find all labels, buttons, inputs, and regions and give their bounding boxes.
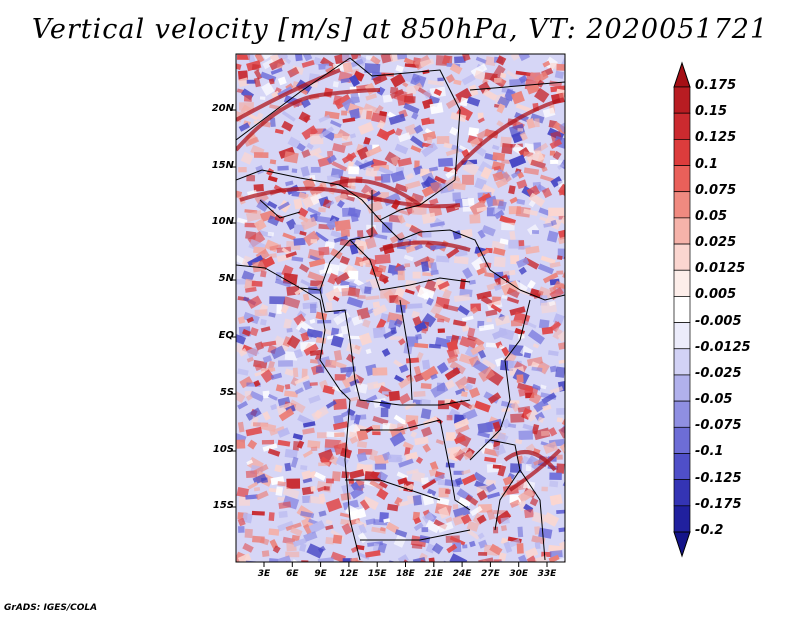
colorbar-segment <box>673 86 691 114</box>
colorbar-segment <box>673 165 691 193</box>
lat-label: 5S <box>219 387 234 398</box>
lat-label: 10S <box>212 444 234 455</box>
map-title: Vertical velocity [m/s] at 850hPa, VT: 2… <box>31 14 769 45</box>
colorbar-cap-top <box>673 61 691 88</box>
colorbar-label: -0.175 <box>695 496 742 512</box>
colorbar-segment <box>673 269 691 297</box>
lon-label: 15E <box>367 569 387 579</box>
colorbar-segment <box>673 296 691 323</box>
colorbar-label: 0.025 <box>695 235 737 251</box>
lon-label: 27E <box>481 569 500 579</box>
colorbar <box>673 61 691 558</box>
lon-label: 24E <box>452 569 472 579</box>
colorbar-segment <box>673 426 691 454</box>
colorbar-segment <box>673 374 691 402</box>
colorbar-label: -0.1 <box>695 444 724 460</box>
colorbar-segment <box>673 217 691 245</box>
colorbar-label: -0.05 <box>695 392 733 408</box>
lat-ticks <box>231 109 236 508</box>
colorbar-segment <box>673 479 691 507</box>
colorbar-segment <box>673 348 691 376</box>
lon-ticks <box>263 562 548 567</box>
colorbar-segment <box>673 505 691 533</box>
lon-label: 3E <box>257 569 271 579</box>
colorbar-label: -0.005 <box>695 313 742 329</box>
lat-label: 20N <box>211 103 234 114</box>
colorbar-label: 0.1 <box>695 156 719 172</box>
lat-label: EQ <box>218 330 234 341</box>
lon-label: 18E <box>396 569 415 579</box>
colorbar-label: 0.075 <box>695 182 737 198</box>
colorbar-cap-bottom <box>673 531 691 558</box>
colorbar-segment <box>673 112 691 140</box>
colorbar-label: -0.075 <box>695 418 742 434</box>
grads-credit: GrADS: IGES/COLA <box>4 603 98 613</box>
lon-label: 21E <box>424 569 444 579</box>
lat-label: 5N <box>218 273 234 284</box>
map-frame <box>235 53 566 563</box>
lon-label: 30E <box>509 569 529 579</box>
colorbar-label: -0.0125 <box>695 339 751 355</box>
lon-label: 12E <box>339 569 359 579</box>
lat-label: 15N <box>211 160 234 171</box>
colorbar-segment <box>673 139 691 166</box>
colorbar-label: 0.125 <box>695 130 737 146</box>
colorbar-label: 0.175 <box>695 78 737 93</box>
colorbar-label: 0.15 <box>695 104 728 120</box>
colorbar-segment <box>673 453 691 480</box>
colorbar-segment <box>673 243 691 271</box>
lat-label: 15S <box>212 500 234 511</box>
vertical-velocity-field <box>236 54 565 562</box>
colorbar-segment <box>673 322 691 350</box>
colorbar-label: -0.2 <box>695 523 724 538</box>
colorbar-label: 0.0125 <box>695 261 746 277</box>
lon-label: 6E <box>286 569 299 579</box>
colorbar-label: 0.005 <box>695 287 737 303</box>
country-borders <box>236 57 565 561</box>
colorbar-segment <box>673 191 691 219</box>
lon-label: 9E <box>314 569 327 579</box>
lat-label: 10N <box>211 216 234 227</box>
colorbar-label: -0.025 <box>695 365 742 381</box>
lon-label: 33E <box>537 569 557 579</box>
colorbar-label: -0.125 <box>695 470 742 486</box>
colorbar-label: 0.05 <box>695 208 728 224</box>
colorbar-segment <box>673 400 691 428</box>
